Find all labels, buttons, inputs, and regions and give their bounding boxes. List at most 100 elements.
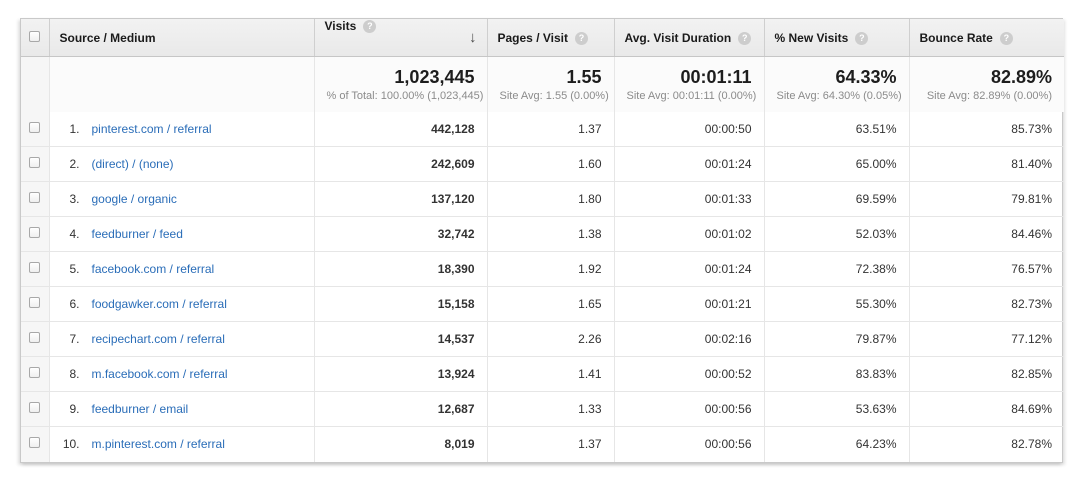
help-icon[interactable]: ? (855, 31, 869, 45)
row-checkbox[interactable] (29, 192, 41, 203)
visits-value: 442,128 (314, 111, 488, 147)
source-medium-link[interactable]: foodgawker.com / referral (91, 297, 227, 311)
source-medium-link[interactable]: recipechart.com / referral (91, 332, 225, 346)
column-header-source-medium[interactable]: Source / Medium (49, 19, 315, 57)
table-row: 10. m.pinterest.com / referral 8,019 1.37… (21, 426, 1064, 462)
row-checkbox[interactable] (29, 332, 41, 343)
bounce-rate-value: 82.73% (909, 286, 1064, 322)
column-label: Source / Medium (59, 30, 156, 45)
help-icon[interactable]: ? (574, 31, 588, 45)
bounce-rate-value: 82.78% (1011, 437, 1052, 452)
source-medium-cell: 10. m.pinterest.com / referral (49, 426, 315, 462)
source-medium-link[interactable]: m.pinterest.com / referral (91, 437, 225, 452)
source-medium-cell: 7. recipechart.com / referral (49, 321, 315, 357)
column-header-avg-visit-duration[interactable]: Avg. Visit Duration? (614, 19, 765, 57)
row-checkbox-cell (21, 356, 50, 392)
row-number: 8. (69, 367, 80, 381)
visits-value: 13,924 (314, 356, 488, 392)
row-number: 10. (62, 437, 80, 452)
screenshot-frame: Source / Medium Visits? ↓ Pages / Visit? … (20, 18, 1064, 463)
avg-duration-value: 00:02:16 (614, 321, 765, 357)
source-medium-link[interactable]: facebook.com / referral (91, 262, 215, 276)
column-label: % New Visits (774, 30, 849, 45)
total-duration-value: 00:01:11 (680, 66, 752, 87)
totals-source-cell (49, 56, 315, 112)
row-number: 9. (69, 402, 80, 416)
source-medium-table: Source / Medium Visits? ↓ Pages / Visit? … (21, 19, 1064, 462)
row-checkbox-cell (21, 321, 50, 357)
row-checkbox[interactable] (29, 437, 41, 449)
source-medium-cell: 6. foodgawker.com / referral (49, 286, 315, 322)
row-checkbox[interactable] (29, 262, 41, 273)
pages-per-visit-value: 1.80 (487, 181, 615, 217)
column-header-pct-new-visits[interactable]: % New Visits? (764, 19, 910, 57)
totals-new-visits: 64.33% Site Avg: 64.30% (0.05%) (764, 56, 910, 112)
column-label: Avg. Visit Duration (624, 30, 732, 45)
source-medium-link[interactable]: m.facebook.com / referral (91, 367, 228, 381)
total-visits-value: 1,023,445 (394, 66, 475, 87)
source-medium-link[interactable]: google / organic (91, 192, 177, 206)
bounce-rate-value: 85.73% (909, 111, 1064, 147)
bounce-rate-value: 82.85% (909, 356, 1064, 392)
totals-visits: 1,023,445 % of Total: 100.00% (1,023,445… (314, 56, 488, 112)
avg-duration-value: 00:01:24 (614, 251, 765, 287)
pages-per-visit-value: 1.92 (487, 251, 615, 287)
row-checkbox[interactable] (29, 157, 41, 168)
pages-per-visit-value: 1.41 (487, 356, 615, 392)
bounce-rate-value: 84.69% (909, 391, 1064, 427)
source-medium-cell: 9. feedburner / email (49, 391, 315, 427)
help-icon[interactable]: ? (999, 31, 1013, 45)
column-header-visits[interactable]: Visits? ↓ (314, 19, 488, 57)
row-number: 7. (69, 332, 80, 346)
column-label: Bounce Rate (919, 30, 993, 45)
source-medium-link[interactable]: (direct) / (none) (91, 157, 174, 171)
select-all-checkbox[interactable] (29, 30, 41, 42)
row-checkbox[interactable] (29, 121, 41, 133)
source-medium-cell: 4. feedburner / feed (49, 216, 315, 252)
row-checkbox[interactable] (29, 402, 41, 413)
total-duration-subtext: Site Avg: 00:01:11 (0.00%) (626, 89, 757, 102)
visits-value: 15,158 (314, 286, 488, 322)
visits-value: 137,120 (314, 181, 488, 217)
table-row: 3. google / organic 137,120 1.80 00:01:33… (21, 181, 1064, 217)
row-checkbox-cell (21, 111, 50, 147)
table-row: 6. foodgawker.com / referral 15,158 1.65 … (21, 286, 1064, 322)
row-checkbox-cell (21, 391, 50, 427)
row-number: 4. (69, 227, 80, 241)
column-header-bounce-rate[interactable]: Bounce Rate? (909, 19, 1064, 57)
row-checkbox-cell (21, 251, 50, 287)
avg-duration-value: 00:00:56 (614, 391, 765, 427)
row-number: 1. (69, 121, 80, 136)
bounce-rate-value: 79.81% (909, 181, 1064, 217)
row-checkbox-cell (21, 426, 50, 462)
avg-duration-value: 00:00:56 (614, 426, 765, 462)
row-checkbox[interactable] (29, 297, 41, 308)
source-medium-link[interactable]: feedburner / feed (91, 227, 183, 241)
pages-per-visit-value: 2.26 (487, 321, 615, 357)
totals-checkbox-cell (21, 56, 50, 112)
source-medium-cell: 1. pinterest.com / referral (49, 111, 315, 147)
avg-duration-value: 00:01:02 (614, 216, 765, 252)
bounce-rate-value: 81.40% (909, 146, 1064, 182)
table-row: 2. (direct) / (none) 242,609 1.60 00:01:2… (21, 146, 1064, 182)
total-pages-subtext: Site Avg: 1.55 (0.00%) (499, 89, 609, 102)
summary-section: 1,023,445 % of Total: 100.00% (1,023,445… (21, 56, 1064, 112)
help-icon[interactable]: ? (363, 20, 377, 33)
new-visits-value: 72.38% (764, 251, 910, 287)
source-medium-cell: 3. google / organic (49, 181, 315, 217)
visits-value: 14,537 (314, 321, 488, 357)
table-row: 1. pinterest.com / referral 442,128 1.37 … (21, 111, 1064, 147)
source-medium-link[interactable]: pinterest.com / referral (91, 121, 212, 136)
help-icon[interactable]: ? (738, 31, 752, 45)
row-checkbox[interactable] (29, 227, 41, 238)
totals-bounce-rate: 82.89% Site Avg: 82.89% (0.00%) (909, 56, 1064, 112)
pages-per-visit-value: 1.65 (487, 286, 615, 322)
table-row: 4. feedburner / feed 32,742 1.38 00:01:02… (21, 216, 1064, 252)
source-medium-link[interactable]: feedburner / email (91, 402, 189, 416)
row-checkbox[interactable] (29, 367, 41, 378)
visits-value: 32,742 (314, 216, 488, 252)
column-header-pages-per-visit[interactable]: Pages / Visit? (487, 19, 615, 57)
total-bounce-subtext: Site Avg: 82.89% (0.00%) (926, 89, 1052, 102)
new-visits-value: 55.30% (764, 286, 910, 322)
bounce-rate-value: 84.46% (909, 216, 1064, 252)
